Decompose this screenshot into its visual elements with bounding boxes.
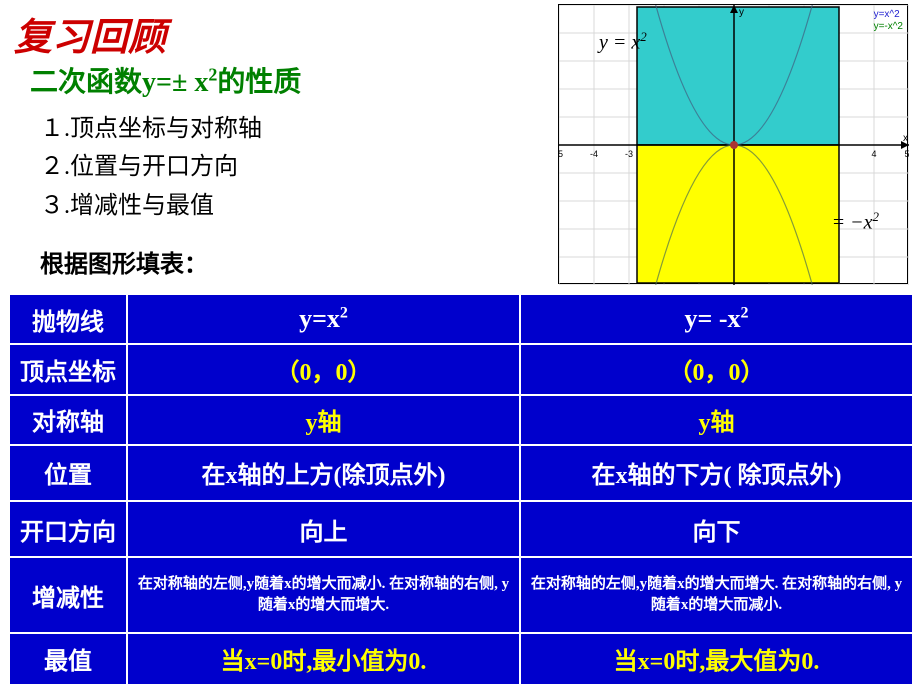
- svg-text:x: x: [903, 133, 908, 144]
- point-3: ３.增减性与最值: [40, 187, 262, 225]
- col-header-pos: y=x2: [127, 294, 520, 344]
- cell-vertex-pos: （0，0）: [127, 344, 520, 394]
- lower-region: [637, 145, 839, 283]
- vertex-dot: [730, 141, 738, 149]
- cell-monotone-neg: 在对称轴的左侧,y随着x的增大而增大. 在对称轴的右侧, y随着x的增大而减小.: [520, 557, 913, 632]
- row-header-parabola: 抛物线: [9, 294, 127, 344]
- cell-extremum-pos: 当x=0时,最小值为0.: [127, 633, 520, 685]
- legend-1: y=x^2: [874, 9, 903, 21]
- cell-extremum-neg: 当x=0时,最大值为0.: [520, 633, 913, 685]
- svg-text:-4: -4: [590, 149, 598, 159]
- formula-negative: = −x2: [832, 209, 879, 235]
- point-1: １.顶点坐标与对称轴: [40, 110, 262, 148]
- cell-opening-neg: 向下: [520, 501, 913, 557]
- cell-monotone-pos: 在对称轴的左侧,y随着x的增大而减小. 在对称轴的右侧, y随着x的增大而增大.: [127, 557, 520, 632]
- row-header-monotone: 增减性: [9, 557, 127, 632]
- subtitle-pre: 二次函数y=± x: [30, 67, 208, 98]
- legend-2: y=-x^2: [874, 21, 903, 33]
- cell-axis-pos: y轴: [127, 395, 520, 445]
- row-header-axis: 对称轴: [9, 395, 127, 445]
- parabola-graph: x y -5 -4 -3 4 5 y=x^2 y=-x^2 y = x2 = −…: [558, 4, 908, 284]
- cell-axis-neg: y轴: [520, 395, 913, 445]
- svg-text:-3: -3: [625, 149, 633, 159]
- cell-vertex-neg: （0，0）: [520, 344, 913, 394]
- svg-text:4: 4: [871, 149, 876, 159]
- subtitle-sup: 2: [208, 65, 217, 85]
- cell-position-neg: 在x轴的下方( 除顶点外): [520, 445, 913, 501]
- subtitle-post: 的性质: [217, 67, 301, 98]
- graph-legend: y=x^2 y=-x^2: [874, 9, 903, 33]
- svg-text:y: y: [739, 7, 744, 18]
- row-header-vertex: 顶点坐标: [9, 344, 127, 394]
- subtitle: 二次函数y=± x2的性质: [30, 60, 301, 100]
- points-list: １.顶点坐标与对称轴 ２.位置与开口方向 ３.增减性与最值: [40, 110, 262, 225]
- row-header-position: 位置: [9, 445, 127, 501]
- properties-table: 抛物线 y=x2 y= -x2 顶点坐标 （0，0） （0，0） 对称轴 y轴 …: [8, 293, 912, 686]
- svg-text:-5: -5: [559, 149, 563, 159]
- cell-position-pos: 在x轴的上方(除顶点外): [127, 445, 520, 501]
- svg-text:5: 5: [904, 149, 909, 159]
- point-2: ２.位置与开口方向: [40, 148, 262, 186]
- page-title: 复习回顾: [14, 6, 166, 61]
- cell-opening-pos: 向上: [127, 501, 520, 557]
- row-header-opening: 开口方向: [9, 501, 127, 557]
- upper-region: [637, 7, 839, 145]
- row-header-extremum: 最值: [9, 633, 127, 685]
- col-header-neg: y= -x2: [520, 294, 913, 344]
- formula-positive: y = x2: [599, 29, 647, 55]
- fill-instruction: 根据图形填表：: [40, 244, 208, 279]
